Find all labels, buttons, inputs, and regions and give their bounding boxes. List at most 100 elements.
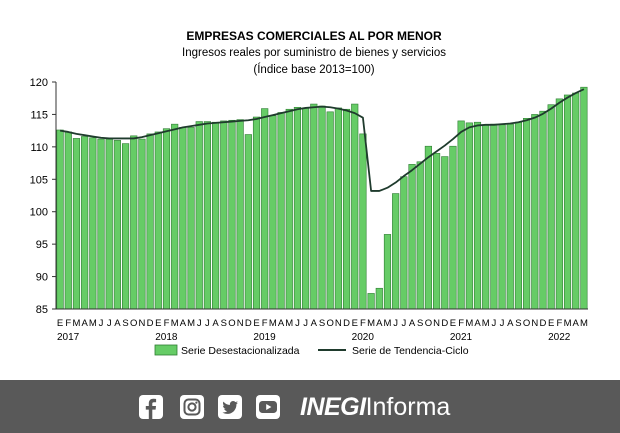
bar-1: [64, 131, 72, 310]
year-label-2017: 2017: [57, 332, 80, 343]
youtube-icon[interactable]: [256, 395, 280, 419]
month-label-23: D: [245, 318, 252, 329]
bar-38: [367, 293, 375, 310]
legend-label-bar: Serie Desestacionalizada: [181, 345, 300, 357]
bar-62: [563, 94, 572, 310]
month-label-14: M: [171, 318, 179, 329]
bar-47: [441, 156, 449, 310]
month-label-36: E: [352, 318, 358, 329]
month-label-35: D: [343, 318, 350, 329]
month-label-1: F: [65, 318, 71, 329]
bar-18: [203, 121, 211, 310]
bar-42: [400, 176, 408, 310]
month-label-28: M: [285, 318, 293, 329]
legend-label-line: Serie de Tendencia-Ciclo: [352, 345, 469, 357]
facebook-icon[interactable]: [139, 395, 163, 419]
bar-8: [122, 143, 130, 310]
chart-subtitle: Ingresos reales por suministro de bienes…: [182, 47, 446, 59]
legend: Serie Desestacionalizada Serie de Tenden…: [154, 344, 469, 357]
month-label-64: M: [580, 318, 588, 329]
month-label-25: F: [262, 318, 268, 329]
month-label-15: A: [180, 318, 187, 329]
bar-46: [433, 153, 441, 310]
month-label-55: A: [507, 318, 514, 329]
month-label-38: M: [367, 318, 375, 329]
bar-17: [195, 121, 203, 310]
bar-31: [310, 103, 318, 310]
year-label-2022: 2022: [548, 332, 571, 343]
bar-5: [97, 138, 105, 310]
bar-22: [236, 119, 244, 310]
bar-34: [334, 107, 342, 310]
month-label-39: A: [376, 318, 383, 329]
month-label-42: J: [401, 318, 406, 329]
bar-59: [539, 110, 547, 310]
month-label-49: F: [458, 318, 464, 329]
bar-29: [293, 106, 302, 310]
bar-9: [130, 135, 138, 310]
inegi-informa-brand[interactable]: INEGIInforma: [300, 388, 450, 426]
bar-52: [482, 124, 490, 310]
bar-3: [81, 136, 89, 310]
bar-24: [252, 116, 261, 310]
bar-26: [269, 115, 277, 310]
bar-21: [228, 119, 236, 310]
brand-rest: Informa: [365, 393, 451, 421]
bar-32: [318, 105, 326, 310]
month-label-45: O: [425, 318, 432, 329]
month-label-37: F: [360, 318, 366, 329]
bar-0: [56, 129, 64, 310]
year-label-2020: 2020: [352, 332, 375, 343]
month-label-11: D: [147, 318, 154, 329]
month-label-62: M: [564, 318, 572, 329]
bar-33: [326, 111, 334, 310]
bar-20: [220, 120, 228, 310]
bar-15: [179, 127, 187, 310]
trend-line-group: [59, 88, 585, 192]
month-label-24: E: [253, 318, 259, 329]
bar-54: [498, 124, 506, 310]
bar-16: [187, 127, 195, 310]
month-label-2: M: [72, 318, 80, 329]
instagram-icon[interactable]: [180, 395, 204, 419]
bar-35: [342, 108, 351, 310]
month-label-34: N: [335, 318, 342, 329]
month-label-54: J: [500, 318, 505, 329]
month-label-17: J: [197, 318, 202, 329]
month-label-20: S: [221, 318, 227, 329]
month-label-40: M: [384, 318, 392, 329]
month-label-50: M: [465, 318, 473, 329]
bar-56: [514, 121, 523, 310]
y-tick-label-85: 85: [36, 304, 48, 316]
month-label-32: S: [319, 318, 325, 329]
bar-50: [465, 122, 473, 310]
month-label-16: M: [187, 318, 195, 329]
month-label-63: A: [573, 318, 580, 329]
month-label-51: A: [474, 318, 481, 329]
month-label-47: D: [441, 318, 448, 329]
bar-25: [261, 108, 269, 310]
bar-6: [105, 138, 113, 310]
year-label-2021: 2021: [450, 332, 473, 343]
month-label-0: E: [57, 318, 63, 329]
bar-48: [449, 145, 457, 310]
bar-27: [277, 112, 285, 310]
bar-40: [383, 234, 392, 310]
month-label-19: A: [212, 318, 219, 329]
month-label-44: S: [417, 318, 423, 329]
month-label-61: F: [556, 318, 562, 329]
bar-39: [375, 287, 383, 310]
month-label-46: N: [433, 318, 440, 329]
month-label-6: J: [107, 318, 112, 329]
bar-13: [162, 128, 171, 310]
month-label-10: N: [139, 318, 146, 329]
twitter-icon[interactable]: [218, 395, 242, 419]
month-label-60: E: [548, 318, 554, 329]
month-label-48: E: [450, 318, 456, 329]
month-label-59: D: [540, 318, 547, 329]
year-label-2018: 2018: [155, 332, 178, 343]
year-label-2019: 2019: [253, 332, 276, 343]
month-label-41: J: [393, 318, 398, 329]
bar-51: [473, 121, 482, 310]
legend-bar-swatch: [154, 344, 178, 356]
